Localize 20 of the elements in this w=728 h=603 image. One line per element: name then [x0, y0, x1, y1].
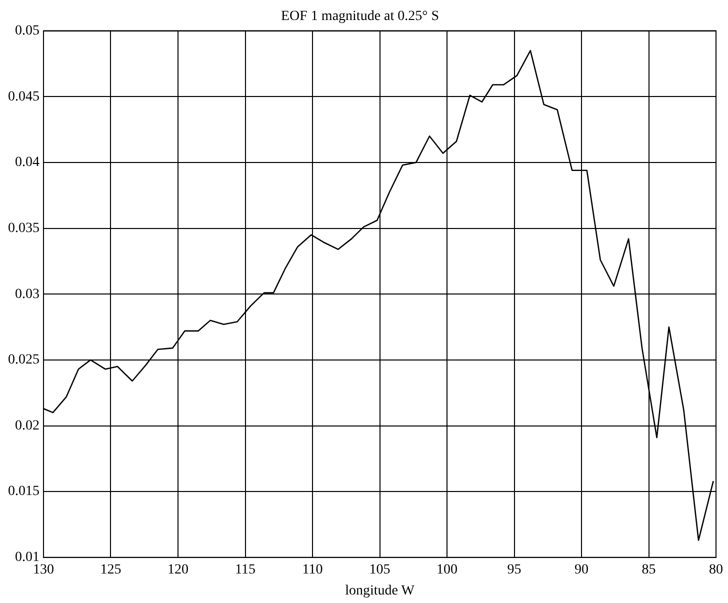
y-tick-label: 0.045	[8, 89, 40, 104]
x-tick-label: 85	[642, 562, 656, 578]
x-tick-label: 80	[709, 562, 723, 578]
x-tick-label: 95	[507, 562, 522, 578]
x-tick-label: 100	[436, 562, 458, 578]
x-tick-label: 120	[168, 562, 188, 578]
chart-title: EOF 1 magnitude at 0.25° S	[280, 9, 440, 24]
y-tick-label: 0.05	[15, 23, 40, 38]
x-tick-label: 115	[235, 562, 256, 578]
x-tick-label: 90	[574, 562, 588, 578]
x-tick-label: 110	[302, 562, 323, 578]
x-tick-label: 125	[100, 562, 122, 578]
y-tick-label: 0.03	[15, 286, 40, 302]
y-tick-label: 0.04	[15, 155, 40, 170]
x-axis-title: longitude W	[345, 583, 416, 598]
y-tick-label: 0.035	[8, 220, 40, 236]
y-tick-label: 0.02	[15, 418, 40, 434]
x-tick-label: 105	[369, 562, 390, 578]
y-tick-label: 0.025	[8, 352, 40, 368]
y-tick-label: 0.015	[8, 484, 40, 500]
